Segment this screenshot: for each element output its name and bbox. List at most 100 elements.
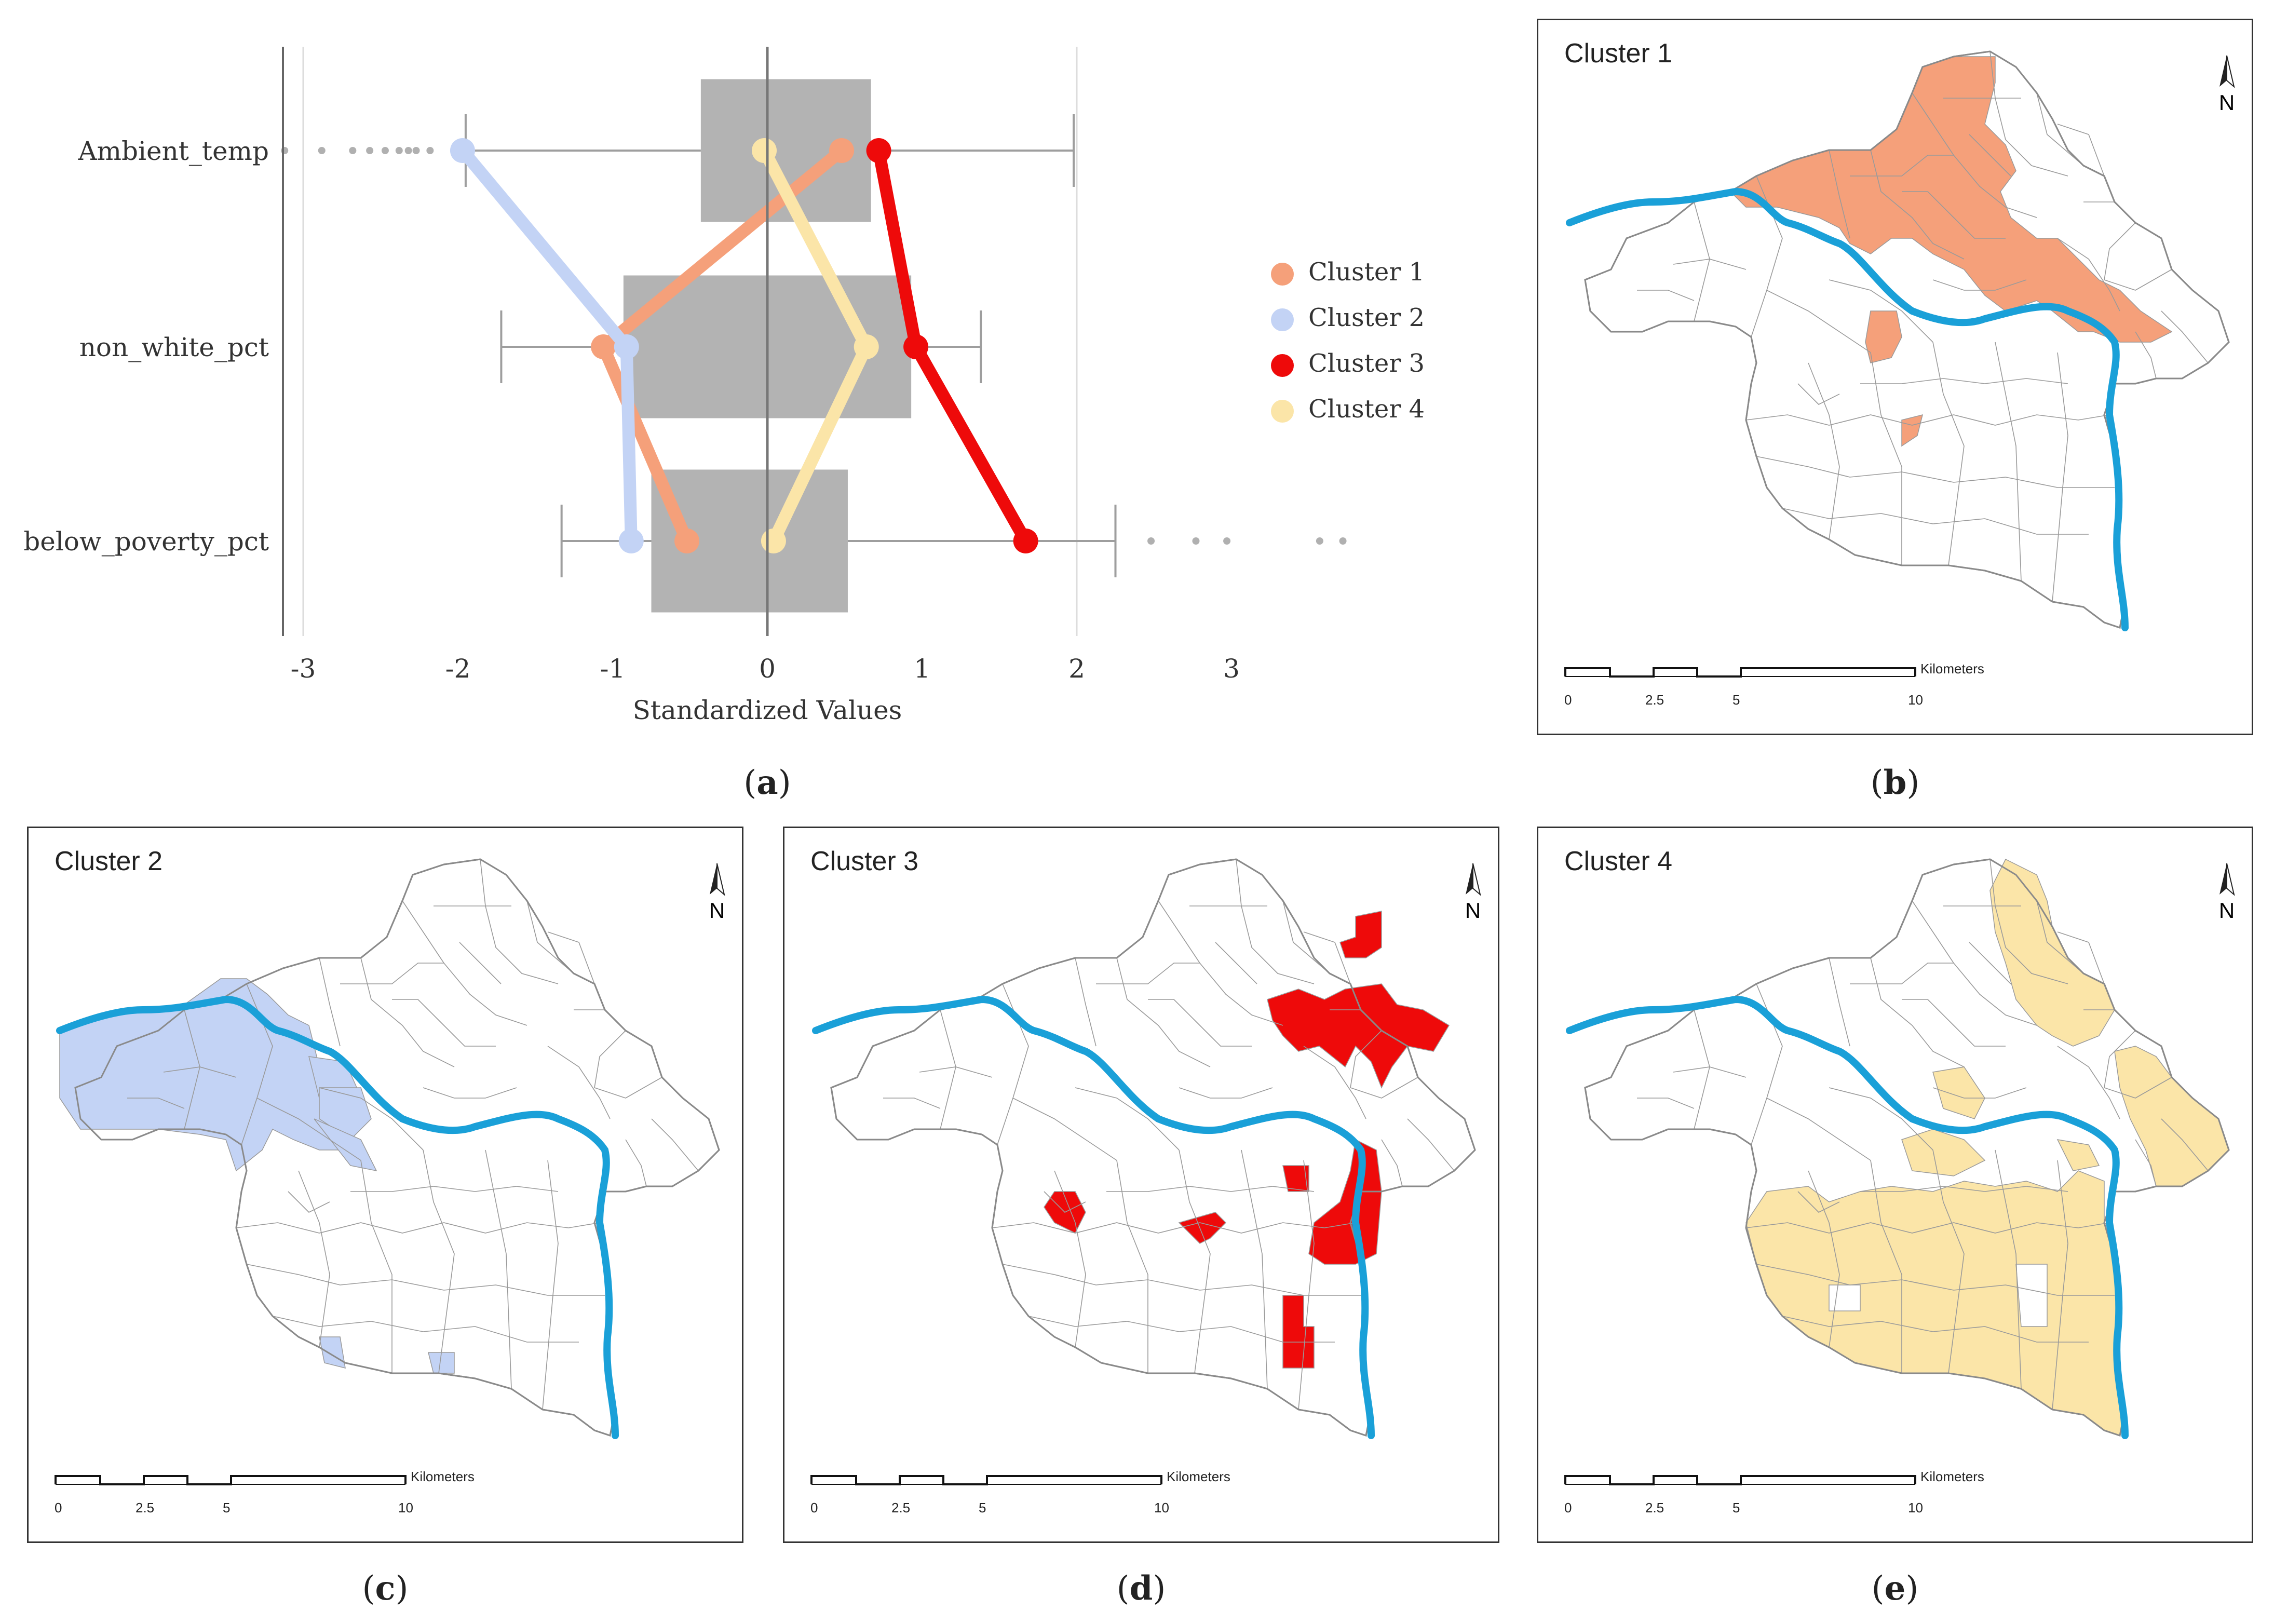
caption-a: (a) [743, 763, 791, 802]
outlier-point [404, 147, 412, 154]
tract-boundary [1808, 1170, 1840, 1348]
tract-boundary [2161, 310, 2209, 363]
tract-boundary [1673, 1066, 1747, 1078]
tract-boundary [1158, 900, 1283, 1026]
legend-swatch [1271, 263, 1294, 286]
tract-boundary [2057, 931, 2105, 984]
series-point [1013, 529, 1038, 553]
tract-boundary [594, 1030, 662, 1099]
series-point [591, 334, 616, 359]
city-map [812, 858, 1476, 1439]
x-tick-label: -1 [600, 654, 626, 684]
tract-boundary [2104, 1030, 2172, 1099]
city-map [1566, 50, 2230, 631]
tract-boundary [1782, 508, 2089, 535]
tract-boundary [1012, 1098, 1117, 1161]
tract-boundary [1902, 999, 2006, 1047]
tract-boundary [1912, 900, 2037, 1026]
tract-boundary [1407, 1118, 1455, 1171]
scale-tick-label: 5 [1732, 692, 1740, 708]
city-boundary [74, 858, 720, 1437]
series-point [903, 334, 929, 359]
legend-label: Cluster 2 [1308, 303, 1425, 332]
legend-swatch [1271, 400, 1294, 423]
tract-boundary [256, 1098, 361, 1161]
tract-boundary [402, 900, 527, 1026]
tract-boundary [1075, 1087, 1180, 1151]
tract-boundary [1179, 1149, 1211, 1374]
tract-boundary [288, 1191, 330, 1213]
scale-tick-label: 2.5 [1645, 692, 1664, 708]
tract-boundary [1829, 150, 1850, 239]
tract-boundary [1745, 414, 2110, 426]
tract-boundary [1870, 957, 1965, 1067]
x-tick-label: 2 [1068, 654, 1085, 684]
y-tick-label: below_poverty_pct [23, 526, 269, 557]
tract-boundary [883, 1098, 941, 1109]
tract-boundary [1850, 963, 1954, 984]
scale-bar: 0 2.5 5 10 Kilometers [1564, 661, 1984, 718]
tract-boundary [1766, 1098, 1871, 1161]
tract-boundary [1756, 456, 2115, 488]
scale-tick-label: 2.5 [891, 1500, 911, 1515]
tract-boundary [919, 1066, 993, 1078]
scale-tick-label: 5 [223, 1500, 231, 1515]
series-point [854, 334, 879, 359]
city-map [56, 858, 720, 1439]
tract-boundary [1797, 1191, 1840, 1213]
north-label: N [709, 898, 725, 923]
tract-boundary [423, 1087, 517, 1099]
tract-boundary [1860, 1186, 2068, 1192]
cluster-area [1865, 310, 1902, 363]
tract-boundary [1298, 1160, 1315, 1410]
tract-boundary [1096, 963, 1200, 984]
scale-bar: 0 2.5 5 10 Kilometers [810, 1469, 1230, 1526]
tract-boundary [1969, 134, 2011, 177]
scale-tick-label: 0 [1564, 1500, 1572, 1515]
cluster-area [319, 1336, 346, 1369]
tract-boundary [1989, 859, 2068, 984]
tract-boundary [542, 1160, 559, 1410]
tract-boundary [1236, 859, 1315, 984]
tract-boundary [1782, 1316, 2089, 1343]
caption-b: (b) [1870, 763, 1920, 802]
scale-tick-label: 2.5 [1645, 1500, 1664, 1515]
cluster-area [428, 1352, 455, 1374]
chart-panel: Ambient_temp non_white_pct below_poverty_p… [0, 0, 1506, 758]
legend-label: Cluster 3 [1308, 349, 1425, 378]
legend-label: Cluster 4 [1308, 395, 1425, 424]
tract-boundary [2036, 900, 2084, 974]
tract-boundary [423, 1149, 455, 1374]
tract-boundary [547, 931, 595, 984]
scale-bar: 0 2.5 5 10 Kilometers [1564, 1469, 1984, 1526]
non-cluster-area [1829, 1284, 1861, 1311]
tract-boundary [319, 1087, 424, 1151]
tract-boundary [127, 1098, 185, 1109]
outlier-point [1223, 537, 1231, 545]
series-point [752, 138, 777, 163]
scale-tick-label: 0 [55, 1500, 62, 1515]
tract-boundary [1756, 1264, 2115, 1296]
scale-tick-label: 5 [1732, 1500, 1740, 1515]
tract-boundary [1044, 1191, 1086, 1213]
tract-boundary [1766, 290, 1871, 353]
outlier-point [395, 147, 403, 154]
tract-boundary [1969, 942, 2011, 984]
tract-boundary [485, 1149, 512, 1389]
outlier-point [366, 147, 374, 154]
tract-boundary [1829, 279, 1933, 343]
y-tick-label: non_white_pct [79, 332, 269, 362]
tract-boundary [1179, 1087, 1273, 1099]
outlier-point [1339, 537, 1347, 545]
outlier-point [381, 147, 389, 154]
tract-boundary [298, 1170, 330, 1348]
tract-boundary [163, 1066, 237, 1078]
series-point [866, 138, 891, 163]
tract-boundary [992, 1222, 1356, 1234]
cluster-area [1282, 1165, 1309, 1192]
cluster-area [314, 1118, 377, 1172]
map-title: Cluster 4 [1564, 846, 1673, 876]
tract-boundary [1870, 150, 1965, 260]
tract-boundary [1995, 1149, 2022, 1389]
tract-boundary [2057, 1046, 2120, 1119]
